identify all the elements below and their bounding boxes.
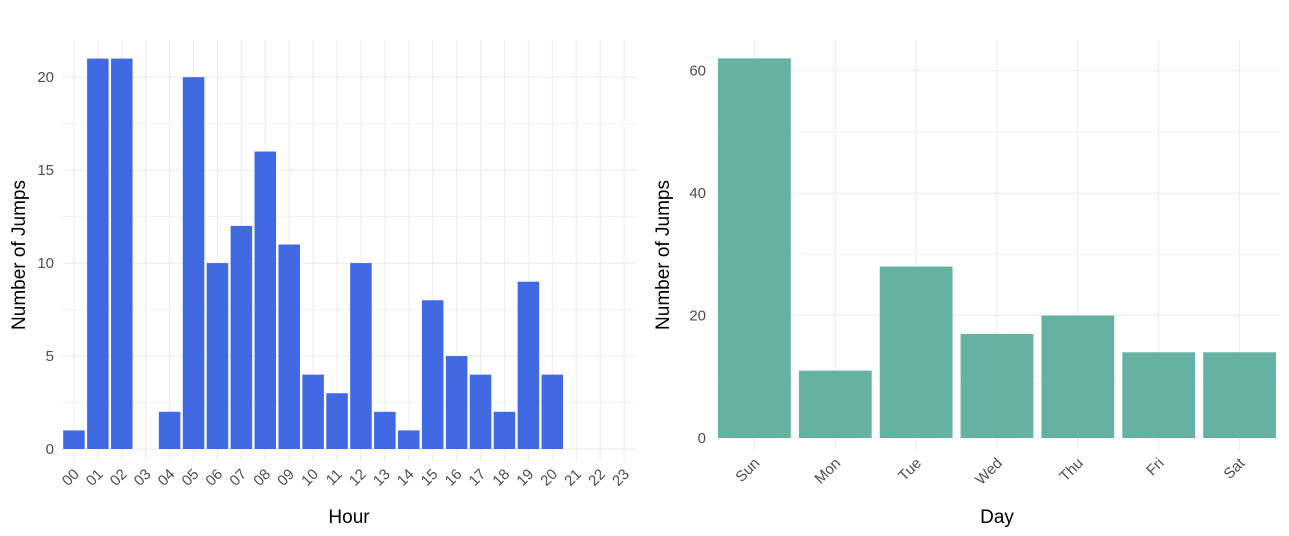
day-bar-Thu	[1041, 315, 1115, 438]
hour-x-tick-label: 04	[155, 466, 179, 490]
hour-x-tick-label: 01	[83, 466, 107, 490]
day-x-ticks: Sun Mon Tue Wed Thu Fri Sat	[732, 454, 1249, 488]
hour-bar-02	[111, 58, 133, 449]
hour-bar-08	[254, 151, 277, 449]
day-chart: 0 20 40 60 Sun Mon Tue Wed Thu Fri Sat Day Number…	[653, 40, 1280, 528]
hour-bar-19	[517, 281, 540, 449]
hour-y-tick-label: 20	[37, 69, 54, 86]
day-y-tick-label: 40	[689, 185, 706, 202]
day-bar-Sun	[718, 58, 791, 438]
hour-x-tick-label: 11	[323, 466, 346, 489]
hour-x-axis-title: Hour	[328, 507, 370, 528]
hour-bar-01	[87, 58, 109, 449]
day-x-tick-label: Tue	[895, 455, 925, 485]
hour-y-tick-label: 15	[37, 162, 54, 179]
hour-y-tick-label: 10	[37, 255, 54, 272]
hour-bar-20	[541, 374, 564, 449]
day-bar-Fri	[1122, 352, 1196, 438]
hour-bar-18	[493, 411, 516, 449]
hour-x-tick-label: 18	[489, 466, 513, 490]
hour-x-tick-label: 03	[131, 466, 155, 490]
day-x-tick-label: Thu	[1056, 455, 1086, 485]
hour-x-tick-label: 23	[609, 466, 633, 490]
hour-x-tick-label: 15	[418, 466, 442, 490]
day-bar-Wed	[960, 333, 1034, 438]
hour-x-tick-label: 12	[346, 466, 370, 490]
hour-bar-10	[302, 374, 324, 449]
day-bar-Mon	[798, 370, 872, 438]
day-bar-Tue	[879, 266, 953, 438]
hour-bar-12	[350, 263, 372, 449]
day-bar-Sat	[1203, 352, 1276, 438]
day-y-ticks: 0 20 40 60	[689, 63, 706, 447]
hour-x-tick-label: 02	[107, 466, 131, 490]
hour-x-ticks: 00 01 02 03 04 05 06 07 08 09 10 11 12 13 14 15 16 17 18 19…	[59, 466, 633, 490]
hour-bar-15	[421, 300, 444, 449]
hour-y-ticks: 0 5 10 15 20	[37, 69, 54, 458]
day-y-axis-title: Number of Jumps	[653, 180, 674, 330]
hour-x-tick-label: 09	[274, 466, 298, 490]
hour-x-tick-label: 10	[298, 466, 322, 490]
hour-x-tick-label: 17	[466, 466, 490, 490]
hour-bar-16	[445, 356, 468, 449]
hour-x-tick-label: 08	[250, 466, 274, 490]
hour-bar-17	[469, 374, 492, 449]
hour-bar-07	[230, 225, 253, 449]
hour-x-tick-label: 06	[202, 466, 226, 490]
day-x-tick-label: Sun	[732, 455, 763, 486]
day-x-tick-label: Wed	[972, 455, 1006, 489]
hour-y-axis-title: Number of Jumps	[9, 180, 30, 330]
hour-bar-09	[278, 244, 300, 449]
hour-bar-06	[206, 263, 229, 449]
day-y-tick-label: 60	[689, 63, 706, 80]
day-x-tick-label: Sat	[1220, 454, 1249, 483]
hour-x-tick-label: 21	[561, 466, 585, 490]
day-x-axis-title: Day	[980, 507, 1014, 528]
hour-y-tick-label: 0	[46, 441, 54, 458]
hour-x-tick-label: 20	[537, 466, 561, 490]
hour-x-tick-label: 22	[585, 466, 609, 490]
hour-bar-11	[326, 393, 348, 449]
day-x-tick-label: Mon	[811, 455, 844, 488]
hour-bar-14	[398, 430, 420, 449]
day-x-tick-label: Fri	[1143, 455, 1167, 479]
day-y-tick-label: 20	[689, 308, 706, 325]
day-y-tick-label: 0	[698, 430, 706, 447]
hour-x-tick-label: 13	[370, 466, 394, 490]
hour-x-tick-label: 00	[59, 466, 83, 490]
hour-x-tick-label: 07	[226, 466, 250, 490]
hour-bar-04	[158, 411, 181, 449]
hour-x-tick-label: 16	[442, 466, 466, 490]
hour-bar-00	[63, 430, 85, 449]
hour-bars	[63, 58, 564, 449]
hour-y-tick-label: 5	[46, 348, 54, 365]
hour-bar-05	[182, 77, 205, 449]
hour-x-tick-label: 14	[394, 466, 418, 490]
hour-bar-13	[374, 411, 396, 449]
hour-x-tick-label: 05	[179, 466, 203, 490]
day-bars	[718, 58, 1276, 438]
hour-x-tick-label: 19	[513, 466, 537, 490]
